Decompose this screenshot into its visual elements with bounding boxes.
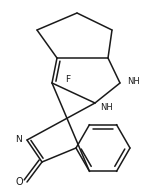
Text: NH: NH — [127, 77, 140, 86]
Text: O: O — [15, 177, 23, 187]
Text: N: N — [16, 135, 22, 145]
Text: F: F — [65, 75, 71, 85]
Text: NH: NH — [100, 104, 113, 112]
